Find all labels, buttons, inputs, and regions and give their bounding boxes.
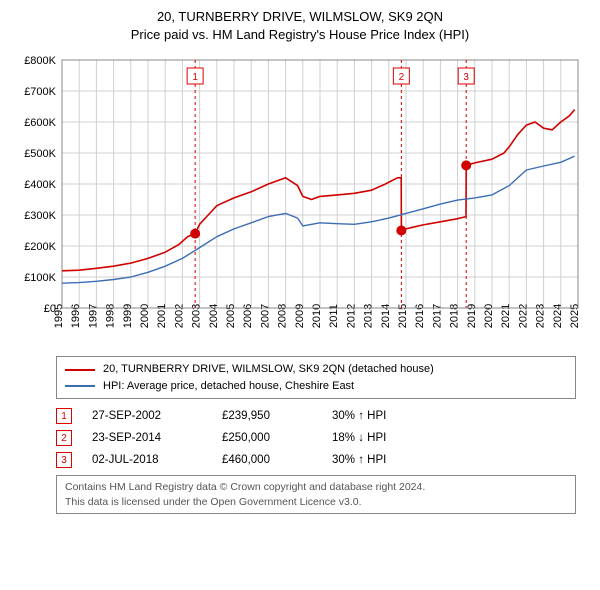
event-date: 23-SEP-2014 [92, 432, 202, 444]
event-date: 27-SEP-2002 [92, 410, 202, 422]
svg-text:2: 2 [399, 72, 405, 83]
svg-text:2007: 2007 [259, 304, 271, 328]
svg-text:2012: 2012 [345, 304, 357, 328]
event-date: 02-JUL-2018 [92, 454, 202, 466]
event-delta: 30% ↑ HPI [332, 410, 432, 422]
svg-text:£0: £0 [44, 303, 56, 315]
svg-text:1997: 1997 [87, 304, 99, 328]
price-chart: 1995199619971998199920002001200220032004… [12, 50, 588, 350]
svg-text:£100K: £100K [24, 272, 56, 284]
svg-text:£700K: £700K [24, 86, 56, 98]
svg-text:2008: 2008 [277, 304, 289, 328]
title-subtitle: Price paid vs. HM Land Registry's House … [12, 26, 588, 44]
event-price: £250,000 [222, 432, 312, 444]
attribution-line: Contains HM Land Registry data © Crown c… [65, 480, 567, 494]
event-price: £460,000 [222, 454, 312, 466]
attribution-line: This data is licensed under the Open Gov… [65, 495, 567, 509]
event-badge: 3 [56, 452, 72, 468]
legend-item: HPI: Average price, detached house, Ches… [65, 378, 567, 395]
svg-text:2025: 2025 [569, 304, 581, 328]
event-delta: 30% ↑ HPI [332, 454, 432, 466]
chart-container: 20, TURNBERRY DRIVE, WILMSLOW, SK9 2QN P… [0, 0, 600, 590]
svg-text:2016: 2016 [414, 304, 426, 328]
svg-text:2006: 2006 [242, 304, 254, 328]
svg-text:2015: 2015 [397, 304, 409, 328]
svg-text:2018: 2018 [449, 304, 461, 328]
svg-text:2019: 2019 [466, 304, 478, 328]
svg-text:2014: 2014 [380, 304, 392, 328]
svg-text:£300K: £300K [24, 210, 56, 222]
svg-text:2000: 2000 [139, 304, 151, 328]
svg-text:2023: 2023 [535, 304, 547, 328]
svg-text:2004: 2004 [208, 304, 220, 328]
event-price: £239,950 [222, 410, 312, 422]
svg-text:£500K: £500K [24, 148, 56, 160]
svg-text:2020: 2020 [483, 304, 495, 328]
svg-text:£600K: £600K [24, 117, 56, 129]
event-badge: 2 [56, 430, 72, 446]
title-address: 20, TURNBERRY DRIVE, WILMSLOW, SK9 2QN [12, 8, 588, 26]
svg-text:1996: 1996 [70, 304, 82, 328]
legend-swatch [65, 385, 95, 387]
legend-label: HPI: Average price, detached house, Ches… [103, 378, 354, 395]
svg-text:2013: 2013 [363, 304, 375, 328]
svg-text:2017: 2017 [431, 304, 443, 328]
event-delta: 18% ↓ HPI [332, 432, 432, 444]
svg-text:2010: 2010 [311, 304, 323, 328]
svg-text:£800K: £800K [24, 55, 56, 67]
legend-swatch [65, 369, 95, 371]
svg-text:2021: 2021 [500, 304, 512, 328]
legend-label: 20, TURNBERRY DRIVE, WILMSLOW, SK9 2QN (… [103, 361, 434, 378]
svg-text:1: 1 [192, 72, 198, 83]
svg-text:2024: 2024 [552, 304, 564, 328]
event-row: 1 27-SEP-2002 £239,950 30% ↑ HPI [56, 405, 576, 427]
event-row: 3 02-JUL-2018 £460,000 30% ↑ HPI [56, 449, 576, 471]
svg-text:£200K: £200K [24, 241, 56, 253]
legend: 20, TURNBERRY DRIVE, WILMSLOW, SK9 2QN (… [56, 356, 576, 399]
svg-text:2005: 2005 [225, 304, 237, 328]
event-badge: 1 [56, 408, 72, 424]
svg-text:1998: 1998 [105, 304, 117, 328]
svg-text:2003: 2003 [191, 304, 203, 328]
svg-text:2002: 2002 [173, 304, 185, 328]
svg-text:1999: 1999 [122, 304, 134, 328]
attribution: Contains HM Land Registry data © Crown c… [56, 475, 576, 513]
events-table: 1 27-SEP-2002 £239,950 30% ↑ HPI 2 23-SE… [56, 405, 576, 471]
chart-area: 1995199619971998199920002001200220032004… [12, 50, 588, 350]
svg-text:2009: 2009 [294, 304, 306, 328]
svg-text:£400K: £400K [24, 179, 56, 191]
legend-item: 20, TURNBERRY DRIVE, WILMSLOW, SK9 2QN (… [65, 361, 567, 378]
svg-text:3: 3 [463, 72, 469, 83]
event-row: 2 23-SEP-2014 £250,000 18% ↓ HPI [56, 427, 576, 449]
svg-text:2001: 2001 [156, 304, 168, 328]
svg-text:2022: 2022 [517, 304, 529, 328]
